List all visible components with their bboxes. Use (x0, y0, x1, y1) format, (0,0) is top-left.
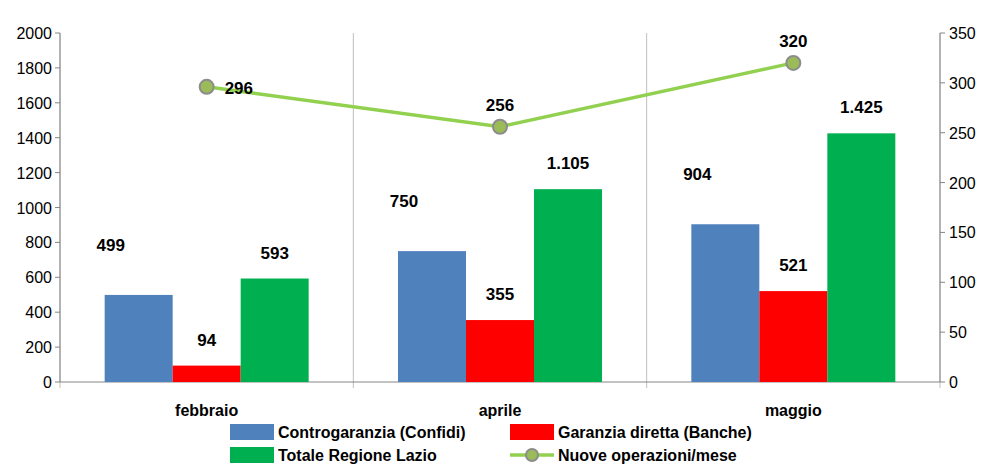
legend: Controgaranzia (Confidi) Garanzia diretta… (230, 424, 752, 464)
data-label: 355 (486, 285, 514, 304)
y-tick-label: 200 (25, 339, 52, 356)
data-label: 94 (197, 331, 216, 350)
data-label: 593 (260, 244, 288, 263)
category-separator (60, 33, 61, 388)
line-marker (493, 120, 507, 134)
x-tick-label: febbraio (175, 402, 238, 419)
y-tick-label: 2000 (16, 25, 52, 42)
data-label: 499 (96, 236, 124, 255)
y-tick-label: 1000 (16, 200, 52, 217)
y2-tick-label: 250 (949, 125, 976, 142)
y-tick-label: 1800 (16, 60, 52, 77)
y-tick (55, 242, 60, 243)
y-tick-label: 1600 (16, 95, 52, 112)
bar (466, 320, 534, 382)
data-label: 750 (390, 192, 418, 211)
y2-tick-label: 150 (949, 224, 976, 241)
bar (398, 251, 466, 382)
data-label: 904 (683, 165, 712, 184)
y2-tick-label: 350 (949, 25, 976, 42)
y-tick (55, 277, 60, 278)
y2-tick (940, 82, 945, 83)
legend-swatch (510, 424, 554, 440)
y2-tick-label: 200 (949, 175, 976, 192)
y-tick (55, 207, 60, 208)
y-tick (55, 172, 60, 173)
x-tick-label: maggio (765, 402, 822, 419)
y-tick (55, 382, 60, 383)
bar (173, 366, 241, 382)
line-marker (200, 80, 214, 94)
y-tick-label: 1200 (16, 165, 52, 182)
data-label: 1.425 (840, 98, 883, 117)
line-marker (786, 56, 800, 70)
bar (105, 295, 173, 382)
data-label: 256 (486, 96, 514, 115)
y2-tick (940, 232, 945, 233)
bar (759, 291, 827, 382)
bar (534, 189, 602, 382)
y2-tick (940, 182, 945, 183)
y2-tick-label: 50 (949, 324, 967, 341)
data-label: 521 (779, 256, 807, 275)
y2-tick-label: 300 (949, 75, 976, 92)
data-label: 1.105 (547, 154, 590, 173)
bar (691, 224, 759, 382)
category-separator (940, 33, 941, 388)
y-tick (55, 347, 60, 348)
legend-label: Controgaranzia (Confidi) (278, 424, 466, 441)
y-tick (55, 33, 60, 34)
legend-swatch (230, 447, 274, 463)
bar (827, 133, 895, 382)
legend-marker (526, 449, 538, 461)
y-tick (55, 137, 60, 138)
y2-tick-label: 0 (949, 374, 958, 391)
y2-tick (940, 382, 945, 383)
y-tick-label: 400 (25, 304, 52, 321)
y2-axis (940, 33, 941, 382)
category-separator (646, 33, 647, 388)
y2-tick (940, 132, 945, 133)
y2-tick (940, 33, 945, 34)
legend-label: Totale Regione Lazio (278, 447, 437, 464)
y-tick-label: 800 (25, 234, 52, 251)
y-tick-label: 600 (25, 269, 52, 286)
bar (241, 279, 309, 382)
line (207, 63, 794, 127)
y-tick (55, 67, 60, 68)
y2-tick (940, 332, 945, 333)
legend-label: Nuove operazioni/mese (558, 447, 737, 464)
legend-label: Garanzia diretta (Banche) (558, 424, 752, 441)
data-labels: 499 750 904 94 355 521 593 1.105 1.425 296 256 320 (96, 32, 882, 350)
data-label: 320 (779, 32, 807, 51)
y-tick-label: 0 (43, 374, 52, 391)
plot-area (105, 56, 896, 382)
y2-tick (940, 282, 945, 283)
data-label: 296 (225, 79, 253, 98)
legend-swatch (230, 424, 274, 440)
category-separator (353, 33, 354, 388)
chart: 0 200 400 600 800 1000 1200 1400 1600 1800 2000 0 50… (0, 0, 995, 469)
y-tick (55, 312, 60, 313)
y-tick (55, 102, 60, 103)
x-tick-label: aprile (479, 402, 522, 419)
y2-tick-label: 100 (949, 274, 976, 291)
y-tick-label: 1400 (16, 130, 52, 147)
